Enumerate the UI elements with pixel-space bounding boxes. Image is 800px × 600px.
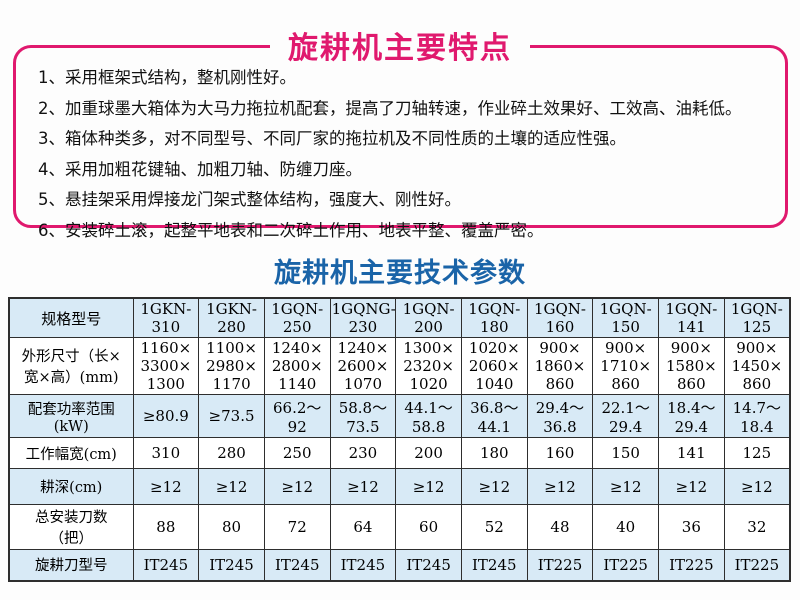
row-label: 旋耕刀型号 [8, 549, 134, 581]
table-cell: 60 [395, 504, 462, 550]
table-cell: ≥12 [329, 468, 397, 505]
table-cell: 230 [329, 437, 397, 469]
table-cell: IT245 [263, 549, 331, 581]
row-label: 工作幅宽(cm) [8, 437, 134, 469]
table-cell: IT245 [460, 549, 528, 581]
table-cell: 1240× 2800× 1140 [263, 337, 331, 395]
table-cell: ≥80.9 [132, 394, 200, 438]
specs-table-body: 外形尺寸（长× 宽×高）(mm) 1160× 3300× 1300 1100× 29… [8, 337, 791, 581]
table-row: 总安装刀数 （把） 88 80 72 64 60 52 48 40 36 32 [8, 504, 791, 550]
table-row: 耕深(cm) ≥12 ≥12 ≥12 ≥12 ≥12 ≥12 ≥12 ≥12 ≥12 ≥12 [8, 468, 791, 505]
table-cell: 80 [198, 504, 265, 550]
model-header: 1GQN-160 [526, 297, 594, 338]
table-cell: 44.1～ 58.8 [395, 394, 462, 438]
feature-item: 4、采用加粗花键轴、加粗刀轴、防缠刀座。 [38, 159, 362, 179]
features-box: 1、采用框架式结构，整机刚性好。 2、加重球墨大箱体为大马力拖拉机配套，提高了刀轴… [13, 45, 788, 240]
table-cell: 72 [263, 504, 331, 550]
table-cell: IT225 [526, 549, 594, 581]
feature-item: 2、加重球墨大箱体为大马力拖拉机配套，提高了刀轴转速，作业碎土效果好、工效高、油… [38, 98, 742, 118]
feature-item: 3、箱体种类多，对不同型号、不同厂家的拖拉机及不同性质的土壤的适应性强。 [38, 129, 626, 148]
table-cell: 36 [658, 504, 725, 550]
table-cell: IT225 [592, 549, 659, 581]
model-header: 1GQN-141 [658, 297, 725, 338]
table-cell: 310 [132, 437, 200, 469]
table-cell: ≥12 [526, 468, 594, 505]
table-cell: 250 [263, 437, 331, 469]
table-cell: IT245 [198, 549, 265, 581]
table-row: 工作幅宽(cm) 310 280 250 230 200 180 160 150 141 125 [8, 437, 791, 469]
table-cell: 150 [592, 437, 659, 469]
feature-item: 1、采用框架式结构，整机刚性好。 [38, 68, 296, 87]
features-title: 旋耕机主要特点 [270, 23, 530, 67]
table-cell: 280 [198, 437, 265, 469]
table-cell: 180 [460, 437, 528, 469]
row-label: 配套功率范围 (kW) [8, 394, 134, 438]
model-header: 1GQN-125 [723, 297, 791, 338]
table-cell: 58.8～ 73.5 [329, 394, 397, 438]
table-cell: 1100× 2980× 1170 [198, 337, 265, 395]
table-cell: ≥12 [395, 468, 462, 505]
table-cell: 900× 1710× 860 [592, 337, 659, 395]
table-cell: 52 [460, 504, 528, 550]
feature-item: 5、悬挂架采用焊接龙门架式整体结构，强度大、刚性好。 [38, 190, 461, 209]
table-cell: 1020× 2060× 1040 [460, 337, 528, 395]
table-cell: ≥12 [592, 468, 659, 505]
table-cell: 1240× 2600× 1070 [329, 337, 397, 395]
table-cell: 66.2～92 [263, 394, 331, 438]
model-header: 1GQN-200 [395, 297, 462, 338]
table-row: 旋耕刀型号 IT245 IT245 IT245 IT245 IT245 IT245 IT225… [8, 549, 791, 581]
table-cell: 900× 1450× 860 [723, 337, 791, 395]
table-cell: ≥12 [198, 468, 265, 505]
table-cell: ≥12 [460, 468, 528, 505]
table-cell: 64 [329, 504, 397, 550]
model-header: 1GKN-280 [198, 297, 265, 338]
table-cell: ≥12 [132, 468, 200, 505]
table-header-row: 规格型号 1GKN-310 1GKN-280 1GQN-250 1GQNG-230 1GQ… [8, 297, 791, 338]
table-cell: 36.8～ 44.1 [460, 394, 528, 438]
features-list: 1、采用框架式结构，整机刚性好。 2、加重球墨大箱体为大马力拖拉机配套，提高了刀轴… [16, 48, 785, 246]
table-cell: 18.4～ 29.4 [658, 394, 725, 438]
specs-table-head: 规格型号 1GKN-310 1GKN-280 1GQN-250 1GQNG-230 1GQ… [8, 297, 791, 338]
table-row: 外形尺寸（长× 宽×高）(mm) 1160× 3300× 1300 1100× 29… [8, 337, 791, 395]
table-cell: 40 [592, 504, 659, 550]
model-header: 1GQN-180 [460, 297, 528, 338]
row-label: 耕深(cm) [8, 468, 134, 505]
table-cell: IT245 [132, 549, 200, 581]
row-label: 总安装刀数 （把） [8, 504, 134, 550]
model-header: 1GQNG-230 [329, 297, 397, 338]
table-cell: ≥12 [263, 468, 331, 505]
table-cell: 88 [132, 504, 200, 550]
table-cell: 200 [395, 437, 462, 469]
table-cell: IT225 [658, 549, 725, 581]
table-row: 配套功率范围 (kW) ≥80.9 ≥73.5 66.2～92 58.8～ 73.5 44… [8, 394, 791, 438]
feature-item: 6、安装碎土滚，起整平地表和二次碎土作用、地表平整、覆盖严密。 [38, 220, 544, 240]
table-cell: ≥12 [658, 468, 725, 505]
table-cell: IT225 [723, 549, 791, 581]
row-label: 外形尺寸（长× 宽×高）(mm) [8, 337, 134, 395]
model-header: 1GQN-250 [263, 297, 331, 338]
model-header: 1GQN-150 [592, 297, 659, 338]
table-cell: 14.7～ 18.4 [723, 394, 791, 438]
table-cell: 141 [658, 437, 725, 469]
table-cell: 900× 1860× 860 [526, 337, 594, 395]
table-cell: 1160× 3300× 1300 [132, 337, 200, 395]
table-cell: ≥73.5 [198, 394, 265, 438]
table-cell: 160 [526, 437, 594, 469]
table-cell: 900× 1580× 860 [658, 337, 725, 395]
table-cell: 1300× 2320× 1020 [395, 337, 462, 395]
table-cell: 29.4～ 36.8 [526, 394, 594, 438]
model-header: 1GKN-310 [132, 297, 200, 338]
table-cell: IT245 [395, 549, 462, 581]
table-cell: 22.1～ 29.4 [592, 394, 659, 438]
table-cell: 125 [723, 437, 791, 469]
table-cell: ≥12 [723, 468, 791, 505]
specs-table: 规格型号 1GKN-310 1GKN-280 1GQN-250 1GQNG-230 1GQ… [8, 297, 791, 582]
table-cell: IT245 [329, 549, 397, 581]
table-cell: 48 [526, 504, 594, 550]
specs-title: 旋耕机主要技术参数 [274, 258, 526, 289]
table-cell: 32 [723, 504, 791, 550]
spec-label-header: 规格型号 [8, 297, 134, 338]
